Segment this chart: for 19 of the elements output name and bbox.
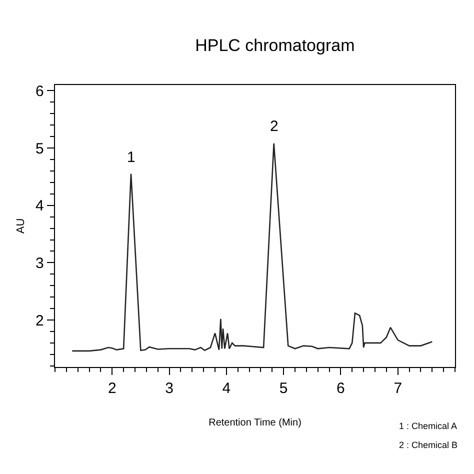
y-axis-title: AU (15, 218, 28, 234)
y-tick-label: 4 (36, 198, 44, 215)
x-tick-label: 5 (279, 380, 288, 398)
x-tick-label: 2 (108, 380, 116, 398)
x-tick-label: 3 (165, 380, 174, 398)
y-tick-label: 2 (36, 312, 44, 330)
chart-title: HPLC chromatogram (195, 36, 355, 55)
x-tick-label: 7 (394, 380, 402, 398)
annotation: 1 (127, 149, 136, 166)
x-axis-title: Retention Time (Min) (208, 418, 302, 429)
line-series (71, 142, 433, 352)
x-tick-label: 4 (222, 380, 231, 398)
y-tick-label: 6 (36, 82, 44, 100)
text: 1 : Chemical A (399, 421, 458, 431)
y-tick-label: 3 (36, 254, 44, 272)
annotation: 2 (270, 118, 278, 135)
y-tick-label: 5 (36, 140, 44, 158)
x-tick-label: 6 (336, 380, 345, 398)
text: 2 : Chemical B (399, 440, 458, 450)
